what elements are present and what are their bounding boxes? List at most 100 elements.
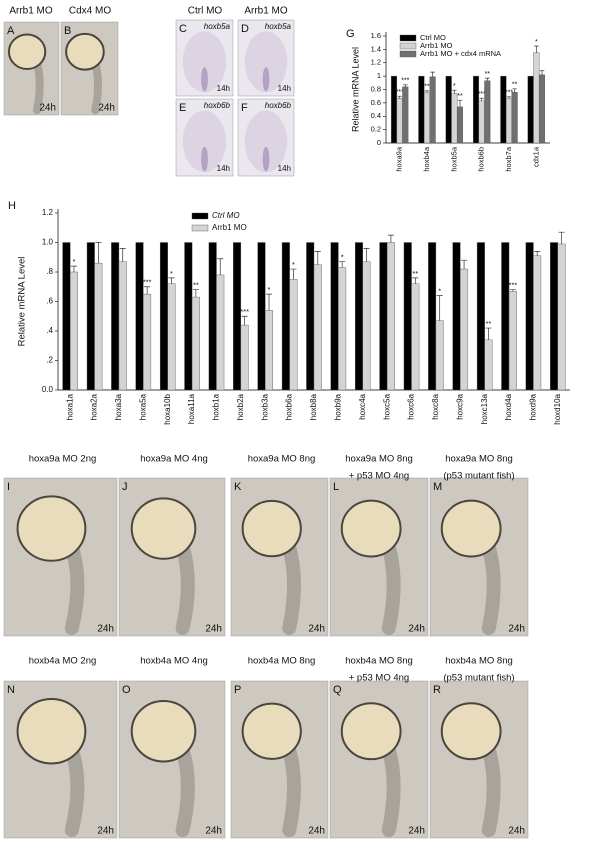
time-label: 24h xyxy=(205,826,222,837)
x-tick-label: hoxa11a xyxy=(187,393,196,424)
bar xyxy=(472,75,480,144)
panel-letter: P xyxy=(234,684,241,696)
significance: *** xyxy=(505,90,513,97)
error-bar xyxy=(217,258,224,275)
bar xyxy=(143,293,152,391)
time-label: 24h xyxy=(308,624,325,635)
x-tick-label: hoxc4a xyxy=(358,393,367,419)
bar xyxy=(533,255,542,391)
time-label: 24h xyxy=(97,826,114,837)
error-bar xyxy=(168,277,175,284)
panel-letter: D xyxy=(241,23,249,35)
x-tick-label: hoxd4a xyxy=(504,393,513,420)
significance: *** xyxy=(240,307,249,316)
y-tick-label: 1.2 xyxy=(371,58,381,67)
error-bar xyxy=(479,97,484,101)
embryo-yolk xyxy=(241,702,302,760)
legend-swatch xyxy=(399,42,417,50)
x-tick-label: hoxb6a xyxy=(285,393,294,420)
error-bar xyxy=(363,248,370,262)
significance: ** xyxy=(457,93,463,100)
error-bar xyxy=(339,261,346,268)
x-tick-label: hoxa10b xyxy=(163,393,172,424)
bar xyxy=(403,242,412,391)
column-header: Arrb1 MO xyxy=(244,6,288,17)
bar xyxy=(428,242,437,391)
caption: hoxb4a MO 2ng xyxy=(29,656,97,667)
caption: (p53 mutant fish) xyxy=(443,471,514,482)
y-tick-label: 1.6 xyxy=(371,31,381,40)
time-label: 24h xyxy=(408,624,425,635)
embryo-stain xyxy=(201,146,208,172)
caption: hoxa9a MO 8ng xyxy=(345,454,413,465)
error-bar xyxy=(412,277,419,284)
panel-letter: H xyxy=(8,200,16,212)
stain-label: hoxb6b xyxy=(204,101,231,110)
caption: + p53 MO 4ng xyxy=(349,673,409,684)
embryo-yolk xyxy=(440,702,502,761)
time-label: 24h xyxy=(39,103,56,114)
bar xyxy=(505,98,513,144)
bar xyxy=(208,242,217,391)
caption: hoxb4a MO 8ng xyxy=(445,656,513,667)
x-tick-label: hoxc6a xyxy=(407,393,416,419)
error-bar xyxy=(558,231,565,244)
time-label: 14h xyxy=(278,164,291,173)
bar xyxy=(135,242,144,391)
bar xyxy=(423,92,431,144)
panel-letter: K xyxy=(234,481,242,493)
bar xyxy=(118,261,127,391)
y-axis-label: Relative mRNA Level xyxy=(350,47,360,132)
x-tick-label: hoxb7a xyxy=(504,146,513,171)
legend-label: Ctrl MO xyxy=(212,211,240,220)
x-tick-label: hoxc13a xyxy=(480,393,489,424)
significance: * xyxy=(268,285,271,294)
bar xyxy=(240,324,249,391)
time-label: 24h xyxy=(308,826,325,837)
y-tick-label: 1.2 xyxy=(42,208,54,217)
time-label: 24h xyxy=(205,624,222,635)
x-tick-label: hoxb3a xyxy=(260,393,269,420)
bar xyxy=(355,242,363,391)
bar xyxy=(69,271,78,391)
panel-letter: G xyxy=(346,28,355,40)
error-bar xyxy=(539,70,545,75)
significance: ** xyxy=(512,82,518,89)
embryo-yolk xyxy=(130,700,197,763)
embryo-stain xyxy=(262,146,270,172)
bar xyxy=(62,242,71,391)
time-label: 24h xyxy=(98,103,115,114)
bar xyxy=(511,91,518,144)
error-bar xyxy=(430,71,435,77)
bar xyxy=(216,274,225,391)
y-tick-label: .6 xyxy=(46,297,53,306)
significance: * xyxy=(453,83,456,90)
legend-swatch xyxy=(191,212,209,220)
y-tick-label: 0.4 xyxy=(371,111,381,120)
bar xyxy=(538,74,546,144)
significance: *** xyxy=(508,281,517,290)
caption: (p53 mutant fish) xyxy=(443,673,514,684)
legend-label: Arrb1 MO + cdx4 mRNA xyxy=(420,49,501,58)
bar xyxy=(557,243,566,391)
x-tick-label: hoxa9a xyxy=(395,146,404,171)
caption: hoxa9a MO 2ng xyxy=(29,454,97,465)
legend-swatch xyxy=(191,224,209,232)
x-tick-label: hoxa2a xyxy=(90,393,99,420)
panel-letter: R xyxy=(433,684,441,696)
significance: *** xyxy=(396,89,404,96)
x-tick-label: hoxb8a xyxy=(309,393,318,420)
bar xyxy=(94,262,103,391)
error-bar xyxy=(452,89,457,94)
caption: hoxa9a MO 8ng xyxy=(248,454,316,465)
panel-letter: N xyxy=(7,684,15,696)
significance: *** xyxy=(401,78,409,85)
significance: *** xyxy=(143,278,152,287)
time-label: 24h xyxy=(408,826,425,837)
y-tick-label: .8 xyxy=(46,267,53,276)
bar xyxy=(527,75,534,144)
error-bar xyxy=(461,259,468,270)
time-label: 14h xyxy=(217,84,230,93)
